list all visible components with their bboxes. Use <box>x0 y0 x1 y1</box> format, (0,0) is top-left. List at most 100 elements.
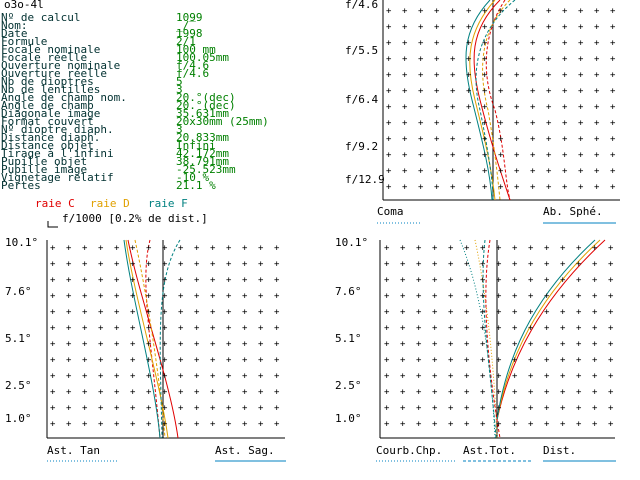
grid-plus: + <box>464 340 470 350</box>
scale-note: f/1000 [0.2% de dist.] <box>62 212 208 225</box>
grid-plus: + <box>146 420 152 430</box>
grid-plus: + <box>400 292 406 302</box>
grid-plus: + <box>384 388 390 398</box>
grid-plus: + <box>592 340 598 350</box>
grid-plus: + <box>178 404 184 414</box>
grid-plus: + <box>82 324 88 334</box>
grid-plus: + <box>450 39 456 49</box>
legend-entry: raie C <box>35 197 75 210</box>
grid-plus: + <box>578 119 584 129</box>
grid-plus: + <box>594 183 600 193</box>
grid-plus: + <box>512 260 518 270</box>
grid-plus: + <box>194 324 200 334</box>
grid-plus: + <box>418 7 424 17</box>
grid-plus: + <box>274 420 280 430</box>
grid-plus: + <box>562 135 568 145</box>
field-label: Formule <box>1 35 47 48</box>
grid-plus: + <box>608 404 614 414</box>
grid-plus: + <box>466 23 472 33</box>
grid-plus: + <box>578 39 584 49</box>
grid-plus: + <box>594 103 600 113</box>
grid-plus: + <box>592 324 598 334</box>
grid-plus: + <box>226 404 232 414</box>
grid-plus: + <box>82 404 88 414</box>
grid-plus: + <box>50 292 56 302</box>
grid-plus: + <box>498 23 504 33</box>
grid-plus: + <box>434 55 440 65</box>
grid-plus: + <box>226 420 232 430</box>
grid-plus: + <box>162 260 168 270</box>
field-value: 20x30mm (25mm) <box>176 115 269 128</box>
grid-plus: + <box>242 388 248 398</box>
grid-plus: + <box>562 39 568 49</box>
grid-plus: + <box>482 135 488 145</box>
field-label: Pertes <box>1 179 41 192</box>
grid-plus: + <box>610 135 616 145</box>
grid-plus: + <box>576 356 582 366</box>
grid-plus: + <box>480 340 486 350</box>
grid-plus: + <box>386 71 392 81</box>
grid-plus: + <box>480 404 486 414</box>
grid-plus: + <box>576 308 582 318</box>
grid-plus: + <box>402 119 408 129</box>
grid-plus: + <box>114 356 120 366</box>
grid-plus: + <box>194 244 200 254</box>
grid-plus: + <box>50 404 56 414</box>
grid-plus: + <box>434 103 440 113</box>
grid-plus: + <box>592 404 598 414</box>
grid-plus: + <box>578 55 584 65</box>
grid-plus: + <box>610 103 616 113</box>
grid-plus: + <box>562 7 568 17</box>
grid-plus: + <box>610 71 616 81</box>
grid-marks: + + + + + + + + + + + + + + + + + + + + + + + + + + + + + + + + + + + + + + + +… <box>50 7 616 430</box>
grid-plus: + <box>432 308 438 318</box>
grid-plus: + <box>194 404 200 414</box>
grid-plus: + <box>496 372 502 382</box>
grid-plus: + <box>482 167 488 177</box>
field-label: Distance diaph. <box>1 131 100 144</box>
grid-plus: + <box>82 420 88 430</box>
grid-plus: + <box>418 87 424 97</box>
grid-plus: + <box>576 260 582 270</box>
grid-plus: + <box>608 308 614 318</box>
grid-plus: + <box>210 404 216 414</box>
grid-plus: + <box>82 260 88 270</box>
grid-plus: + <box>432 276 438 286</box>
grid-plus: + <box>114 276 120 286</box>
grid-plus: + <box>560 244 566 254</box>
x-label: Ast. Tan <box>47 444 100 457</box>
grid-plus: + <box>242 420 248 430</box>
grid-plus: + <box>258 388 264 398</box>
field-value: 20.833mm <box>176 131 229 144</box>
grid-plus: + <box>98 404 104 414</box>
grid-plus: + <box>562 151 568 161</box>
grid-plus: + <box>496 324 502 334</box>
grid-plus: + <box>546 119 552 129</box>
grid-plus: + <box>194 340 200 350</box>
grid-plus: + <box>578 103 584 113</box>
grid-plus: + <box>210 420 216 430</box>
grid-plus: + <box>274 292 280 302</box>
grid-plus: + <box>50 340 56 350</box>
grid-plus: + <box>242 404 248 414</box>
grid-plus: + <box>448 308 454 318</box>
field-label: Focale nominale <box>1 43 100 56</box>
grid-plus: + <box>608 420 614 430</box>
grid-plus: + <box>592 388 598 398</box>
grid-plus: + <box>450 103 456 113</box>
grid-plus: + <box>98 260 104 270</box>
grid-plus: + <box>162 324 168 334</box>
grid-plus: + <box>480 388 486 398</box>
grid-plus: + <box>66 420 72 430</box>
grid-plus: + <box>114 260 120 270</box>
grid-plus: + <box>416 372 422 382</box>
grid-plus: + <box>98 276 104 286</box>
grid-plus: + <box>210 292 216 302</box>
grid-plus: + <box>562 183 568 193</box>
grid-plus: + <box>416 292 422 302</box>
grid-plus: + <box>194 420 200 430</box>
grid-plus: + <box>66 244 72 254</box>
grid-plus: + <box>98 388 104 398</box>
grid-plus: + <box>146 372 152 382</box>
grid-plus: + <box>528 244 534 254</box>
